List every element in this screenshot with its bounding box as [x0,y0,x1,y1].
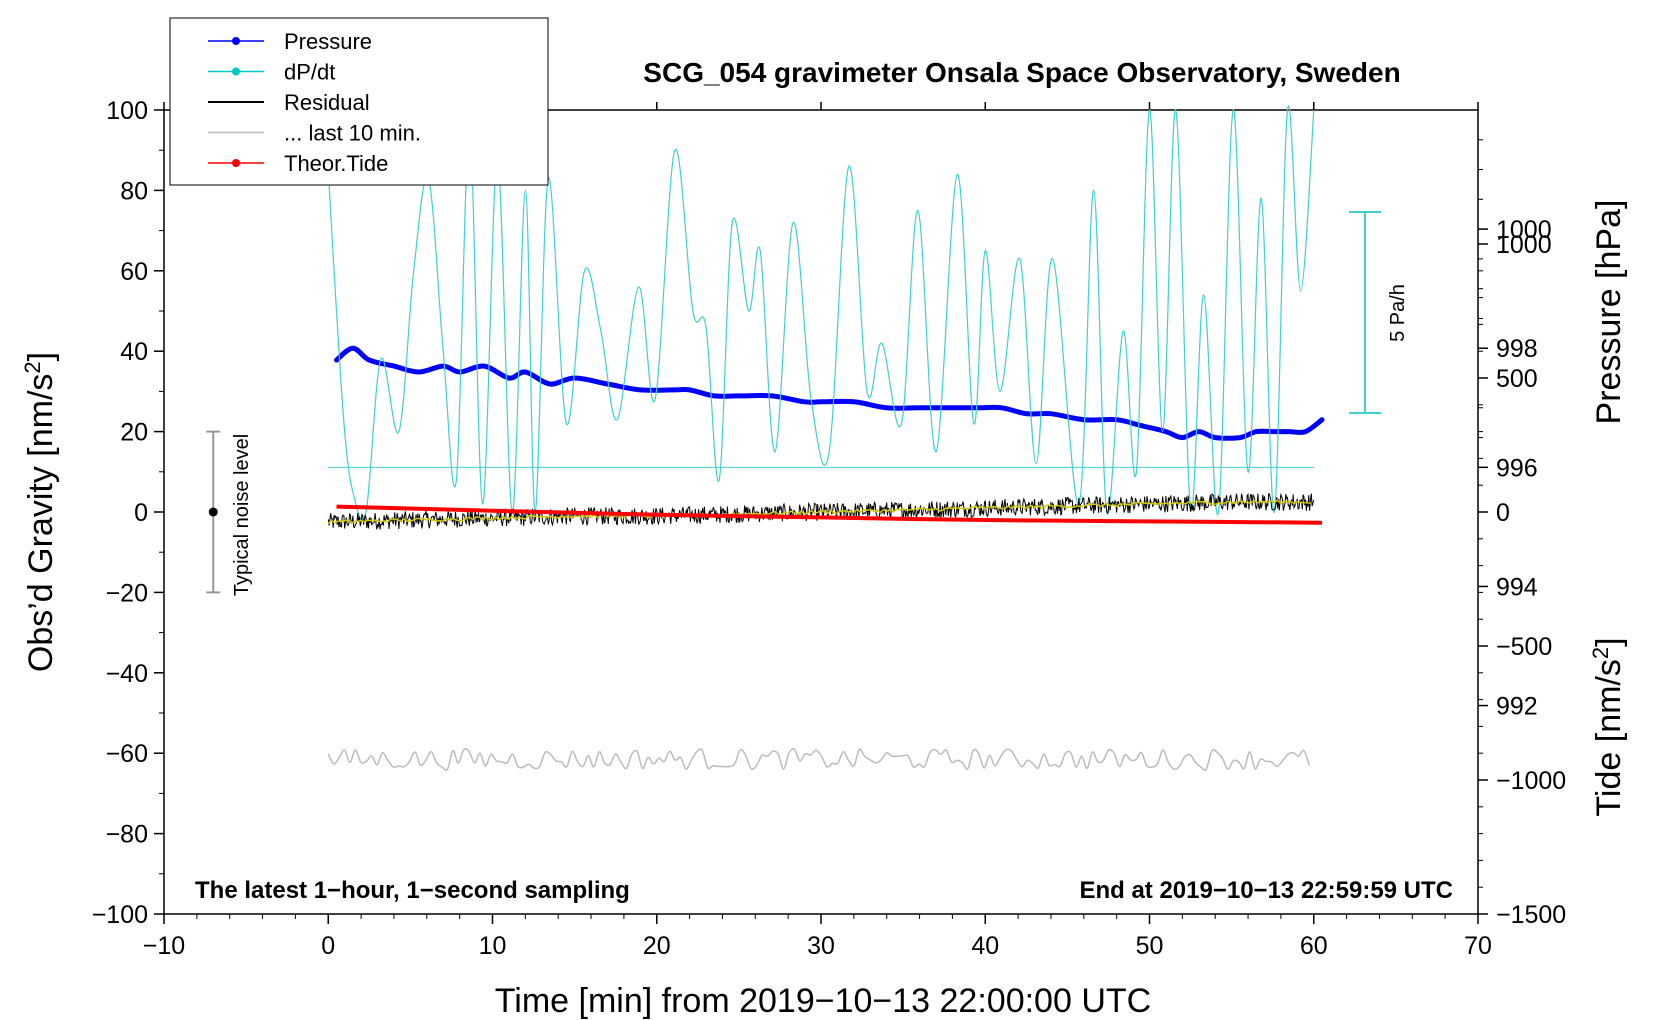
dpdt-scale-indicator: 5 Pa/h [1349,211,1409,414]
tide-tick-label: 500 [1496,365,1538,393]
tide-tick-label: 0 [1496,499,1510,527]
series-tide-line [336,504,1323,525]
pressure-tick-label: 992 [1496,693,1538,721]
series-residual-smoothed-line [327,499,1311,525]
x-tick-label: 30 [807,932,835,960]
y-tick-label: 80 [120,177,148,205]
y-tick-label: −100 [92,901,148,929]
legend-item: Residual [208,90,370,115]
pressure-tick-label: 998 [1496,335,1538,363]
legend-item: Pressure [208,29,372,54]
noise-level-dot [208,507,218,517]
legend-label: ... last 10 min. [284,121,421,146]
y-tick-label: 100 [106,97,148,125]
x-axis-title: Time [min] from 2019−10−13 22:00:00 UTC [495,982,1151,1020]
legend-label: Residual [284,90,370,115]
x-tick-label: 20 [643,932,671,960]
x-tick-label: 50 [1136,932,1164,960]
tide-tick-label: 1000 [1496,231,1552,259]
y-tick-label: −80 [106,821,148,849]
legend-item: Theor.Tide [208,151,388,176]
pressure-axis-title: Pressure [hPa] [1590,200,1628,425]
y-tick-label: 60 [120,258,148,286]
legend: Pressure dP/dt Residual ... last 10 min. The… [169,17,549,186]
pressure-tick-label: 994 [1496,573,1538,601]
y-axis-title: Obs’d Gravity [nm/s2] [20,352,60,672]
series-pressure-line [334,345,1325,441]
legend-label: Pressure [284,29,372,54]
series-last-10-min-line [327,748,1311,771]
series-layer [327,105,1325,771]
y-tick-label: 0 [134,499,148,527]
annotation-end-time: End at 2019−10−13 22:59:59 UTC [1079,877,1453,904]
x-tick-label: 0 [321,932,335,960]
legend-swatch-marker [232,159,240,167]
legend-box [169,17,549,186]
noise-level-label: Typical noise level [231,434,253,596]
pressure-tick-label: 1000 [1496,216,1552,244]
y-tick-labels: −100 −80 −60 −40 −20 0 20 40 60 80 100 [92,97,148,929]
x-tick-label: 70 [1464,932,1492,960]
legend-swatch-marker [232,67,240,76]
x-tick-label: 60 [1300,932,1328,960]
tide-tick-label: −1000 [1496,767,1566,795]
dpdt-scale-label: 5 Pa/h [1387,284,1409,342]
tide-tick-labels: −1500 −1000 −500 0 500 1000 [1496,231,1566,929]
noise-level-indicator: Typical noise level [206,430,253,596]
annotation-sampling: The latest 1−hour, 1−second sampling [195,877,630,904]
pressure-tick-labels: 992 994 996 998 1000 [1496,216,1552,720]
legend-item: ... last 10 min. [208,121,421,146]
series-residual-line [327,492,1315,530]
chart-title: SCG_054 gravimeter Onsala Space Observat… [643,57,1400,88]
series-dpdt-line [327,105,1315,521]
legend-items: Pressure dP/dt Residual ... last 10 min. The… [208,29,421,176]
legend-swatch-marker [232,37,240,45]
x-tick-label: −10 [143,932,185,960]
y-tick-label: 20 [120,419,148,447]
tide-tick-label: −1500 [1496,901,1566,929]
axis-ticks [154,102,1488,924]
x-tick-label: 10 [479,932,507,960]
tide-tick-label: −500 [1496,633,1552,661]
y-tick-label: −20 [106,579,148,607]
x-tick-label: 40 [971,932,999,960]
tide-axis-title: Tide [nm/s2] [1588,637,1628,816]
x-tick-labels: −10 0 10 20 30 40 50 60 70 [143,932,1492,960]
y-tick-label: −60 [106,740,148,768]
legend-label: Theor.Tide [284,151,388,176]
y-tick-label: −40 [106,660,148,688]
legend-item: dP/dt [208,60,335,85]
pressure-tick-label: 996 [1496,454,1538,482]
y-tick-label: 40 [120,338,148,366]
legend-label: dP/dt [284,60,335,85]
